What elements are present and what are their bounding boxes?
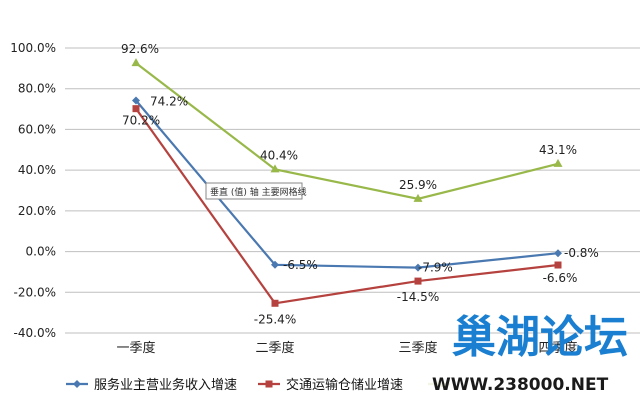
data-point (271, 299, 279, 307)
data-point (554, 261, 562, 269)
data-label: -0.8% (564, 246, 599, 260)
y-tick-label: 80.0% (18, 82, 56, 96)
data-label: 25.9% (399, 178, 437, 192)
data-label: 92.6% (121, 42, 159, 56)
x-axis: 一季度 二季度 三季度 四季度 (116, 340, 577, 356)
data-point (132, 96, 140, 105)
data-point (413, 193, 423, 202)
watermark-url: WWW.238000.NET (432, 375, 609, 395)
legend: 服务业主营业务收入增速 交通运输仓储业增速 (66, 377, 450, 393)
legend-entry-2: 交通运输仓储业增速 (258, 377, 403, 393)
data-point (265, 380, 273, 388)
y-axis-ticks: -40.0% -20.0% 0.0% 20.0% 40.0% 60.0% 80.0% 100.… (10, 41, 56, 340)
legend-entry-1: 服务业主营业务收入增速 (66, 377, 237, 393)
y-tick-label: 100.0% (10, 41, 56, 55)
y-tick-label: -40.0% (14, 326, 56, 340)
data-label: 43.1% (539, 143, 577, 157)
y-tick-label: 40.0% (18, 163, 56, 177)
data-label: 74.2% (150, 95, 188, 109)
data-label: 70.2% (122, 114, 160, 128)
data-point (414, 263, 422, 272)
x-tick-label: 一季度 (116, 340, 155, 356)
data-label: -6.5% (283, 258, 318, 272)
data-label: -25.4% (254, 312, 296, 326)
data-label: -6.6% (543, 271, 578, 285)
x-tick-label: 四季度 (538, 340, 577, 356)
data-point (414, 277, 422, 285)
gridline-tooltip: 垂直 (值) 轴 主要网格线 (205, 182, 307, 200)
data-label: 40.4% (260, 148, 298, 162)
legend-label: 服务业主营业务收入增速 (94, 377, 237, 393)
data-label: -14.5% (397, 290, 439, 304)
watermark-title: 巢湖论坛 (452, 312, 628, 363)
x-tick-label: 二季度 (255, 340, 294, 356)
data-point (553, 158, 563, 167)
data-point (554, 249, 562, 258)
data-point (270, 164, 280, 173)
watermark: 巢湖论坛 WWW.238000.NET (426, 312, 638, 396)
tooltip-text: 垂直 (值) 轴 主要网格线 (210, 186, 307, 198)
series-path (135, 62, 559, 200)
data-point (131, 58, 141, 67)
legend-label: 交通运输仓储业增速 (286, 377, 403, 393)
y-tick-label: 0.0% (26, 245, 57, 259)
series-path (135, 108, 559, 305)
data-point (271, 260, 279, 269)
data-labels: 74.2% -6.5% -7.9% -0.8% 70.2% -25.4% -14.5% -6.… (121, 42, 599, 326)
y-tick-label: -20.0% (14, 285, 56, 299)
x-tick-label: 三季度 (398, 340, 437, 356)
data-label: -7.9% (418, 261, 453, 275)
series-layer (131, 58, 563, 307)
series-line-3 (131, 58, 563, 202)
series-line-2 (132, 105, 562, 307)
y-tick-label: 20.0% (18, 204, 56, 218)
data-point (132, 105, 140, 113)
data-point (73, 380, 81, 388)
y-tick-label: 60.0% (18, 122, 56, 136)
